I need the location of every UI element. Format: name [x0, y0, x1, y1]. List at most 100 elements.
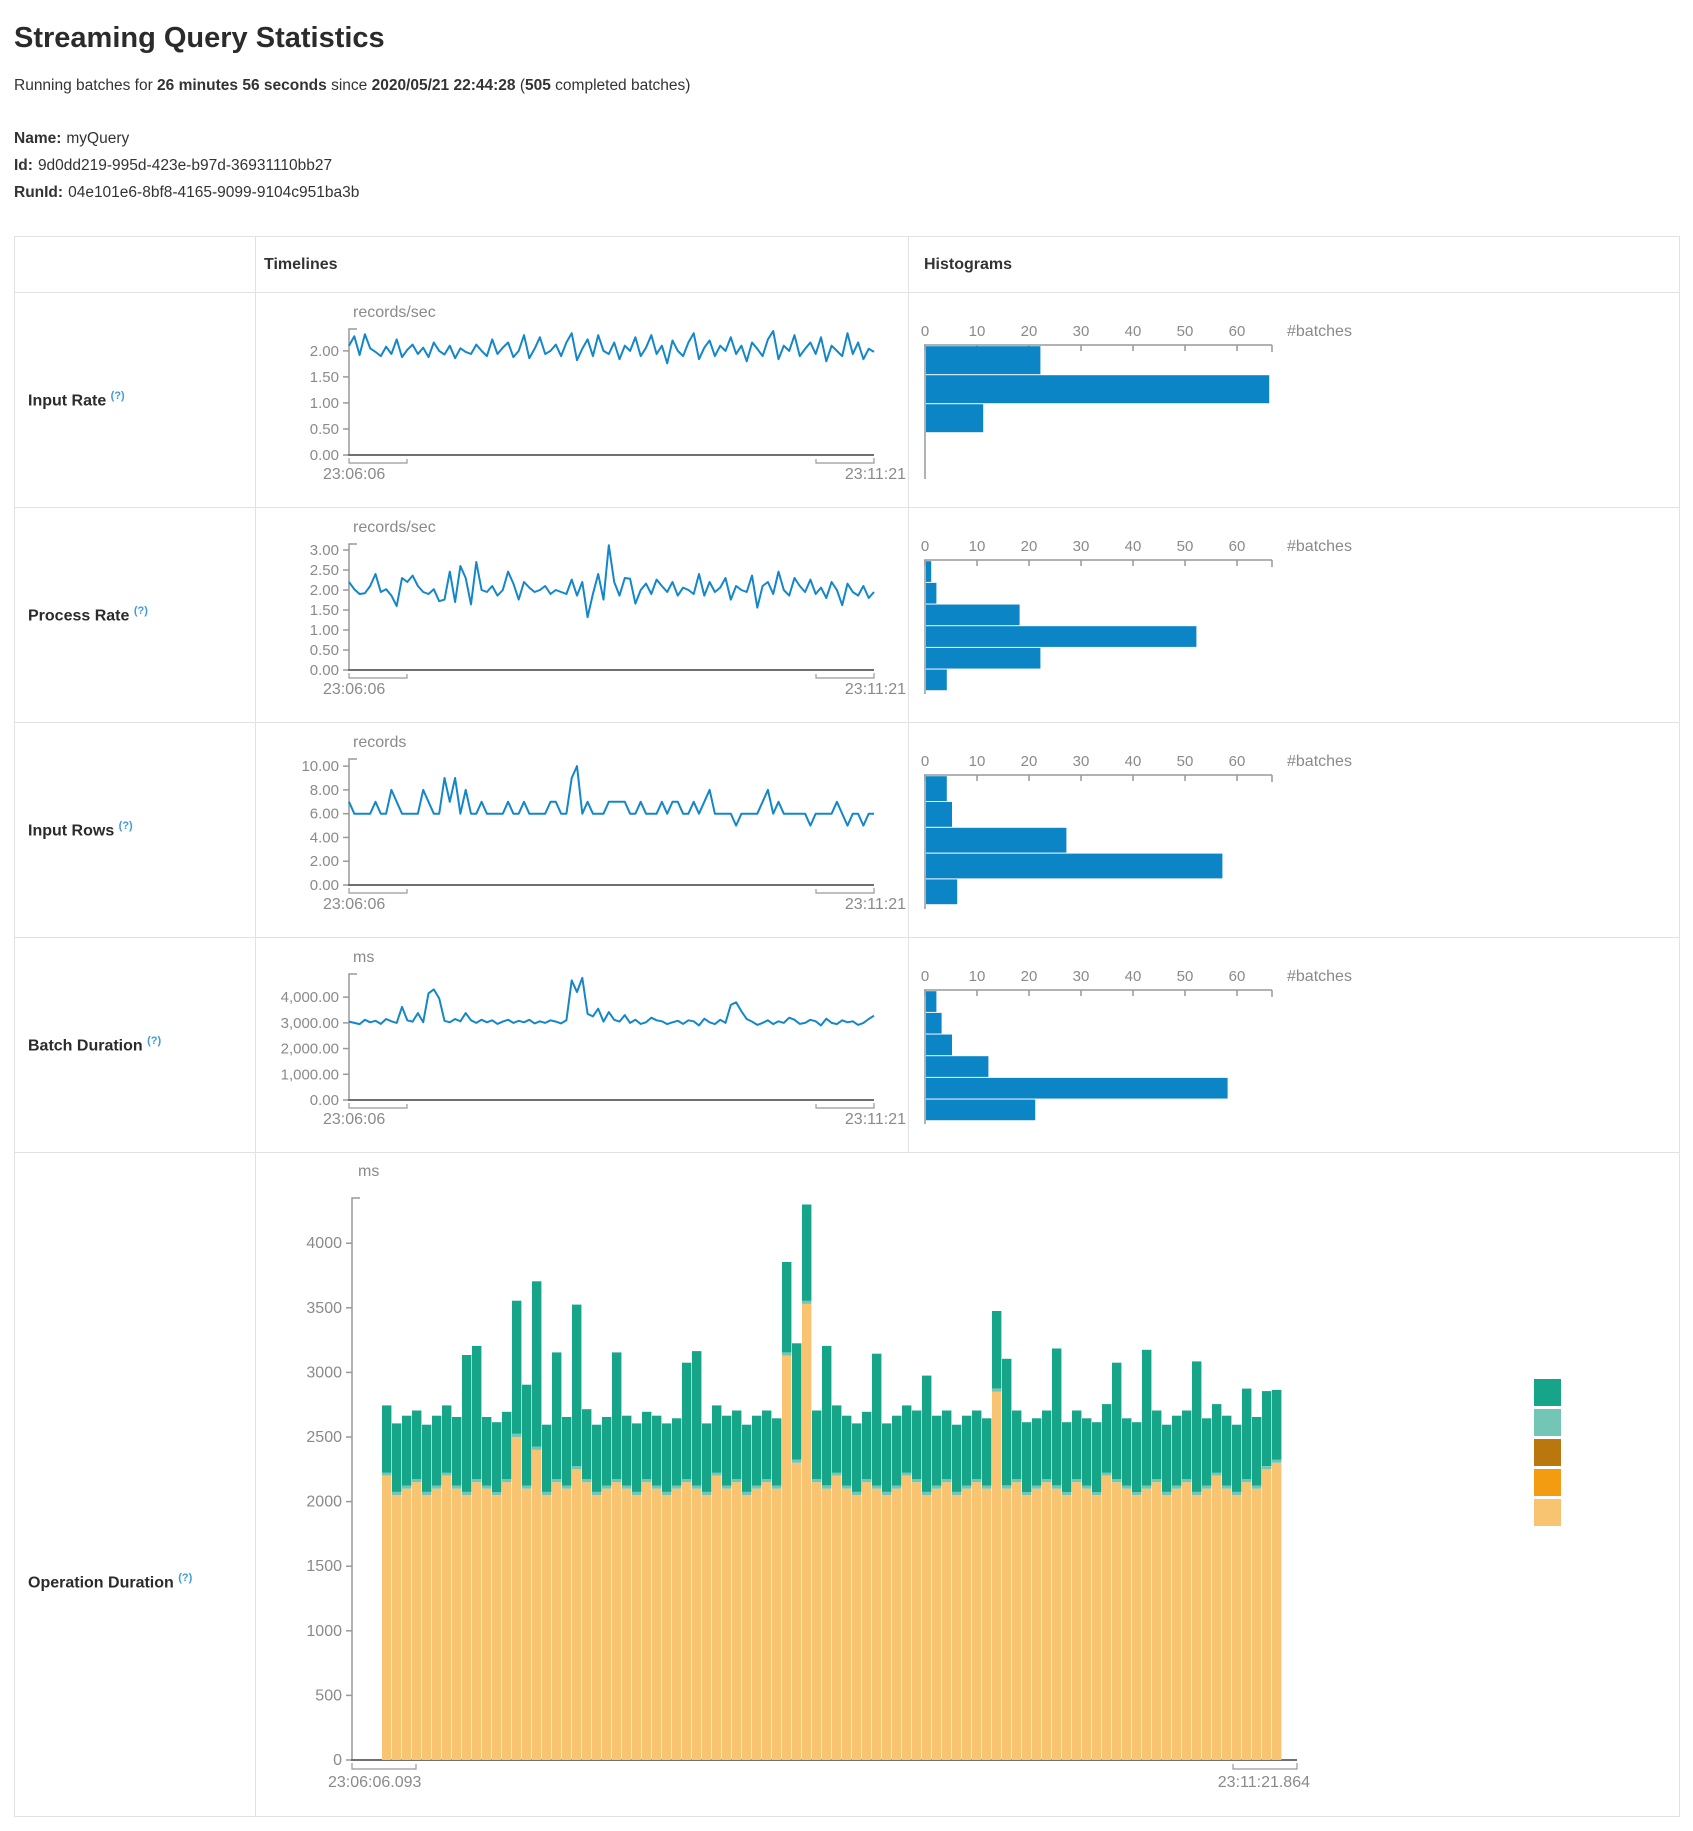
- id-label: Id:: [14, 157, 33, 174]
- input-rows-histogram-cell: 0 10 20 30 40 50 60 #batches: [908, 722, 1680, 938]
- svg-text:1500: 1500: [306, 1558, 342, 1575]
- runid-value: 04e101e6-8bf8-4165-9099-9104c951ba3b: [68, 184, 360, 201]
- svg-text:20: 20: [1021, 538, 1038, 555]
- operation-duration-stacked-chart: ms 4000 3500 3000 2500 2000 1500 1000 500 0 23:06:…: [306, 1163, 1561, 1791]
- svg-text:0: 0: [921, 968, 929, 985]
- svg-text:60: 60: [1229, 538, 1246, 555]
- svg-text:0.00: 0.00: [310, 1092, 339, 1109]
- svg-text:0.50: 0.50: [310, 421, 339, 438]
- svg-text:23:11:21.864: 23:11:21.864: [1218, 1774, 1310, 1791]
- query-id-line: Id: 9d0dd219-995d-423e-b97d-36931110bb27: [14, 152, 1679, 179]
- svg-text:10: 10: [969, 323, 986, 340]
- svg-text:2,000.00: 2,000.00: [281, 1041, 339, 1058]
- svg-text:1000: 1000: [306, 1623, 342, 1640]
- svg-text:8.00: 8.00: [310, 782, 339, 799]
- help-icon[interactable]: (?): [133, 604, 148, 617]
- svg-text:1.00: 1.00: [310, 395, 339, 412]
- input-rows-histogram-chart: 0 10 20 30 40 50 60 #batches: [921, 753, 1352, 909]
- query-metadata: Name: myQuery Id: 9d0dd219-995d-423e-b97d-…: [14, 125, 1679, 206]
- summary-paren: (: [515, 77, 525, 94]
- svg-text:23:06:06: 23:06:06: [323, 681, 385, 698]
- svg-text:23:06:06: 23:06:06: [323, 1111, 385, 1128]
- svg-text:40: 40: [1125, 968, 1142, 985]
- timelines-header: Timelines: [255, 236, 909, 293]
- process-rate-histogram-cell: 0 10 20 30 40 50 60 #batches: [908, 507, 1680, 723]
- page-title: Streaming Query Statistics: [14, 22, 385, 54]
- svg-text:40: 40: [1125, 753, 1142, 770]
- statistics-table: Timelines Histograms Input Rate (?) reco…: [14, 236, 1680, 1817]
- svg-text:4000: 4000: [306, 1235, 342, 1252]
- help-icon[interactable]: (?): [147, 1034, 162, 1047]
- svg-text:2000: 2000: [306, 1494, 342, 1511]
- input-rate-timeline-chart: records/sec 2.00 1.50 1.00 0.50 0.00 23:06:06 2…: [310, 304, 906, 483]
- svg-text:3,000.00: 3,000.00: [281, 1015, 339, 1032]
- svg-text:10: 10: [969, 753, 986, 770]
- input-rate-label-cell: Input Rate (?): [14, 292, 256, 508]
- row-batch-duration: Batch Duration (?) ms 4,000.00 3,000.00 2,0…: [14, 937, 1680, 1153]
- help-icon[interactable]: (?): [178, 1571, 193, 1584]
- help-icon[interactable]: (?): [118, 819, 133, 832]
- svg-text:1.50: 1.50: [310, 602, 339, 619]
- svg-text:10: 10: [969, 538, 986, 555]
- process-rate-timeline-cell: records/sec 3.00 2.50 2.00 1.50 1.00 0.50 0.00 2…: [255, 507, 909, 723]
- row-input-rows: Input Rows (?) records 10.00 8.00 6.00 4.00 2…: [14, 722, 1680, 938]
- input-rows-label-cell: Input Rows (?): [14, 722, 256, 938]
- batch-duration-timeline-cell: ms 4,000.00 3,000.00 2,000.00 1,000.00 0.00 23…: [255, 937, 909, 1153]
- svg-text:20: 20: [1021, 753, 1038, 770]
- svg-text:records/sec: records/sec: [353, 304, 436, 321]
- process-rate-timeline-chart: records/sec 3.00 2.50 2.00 1.50 1.00 0.50 0.00 2…: [310, 519, 906, 698]
- histograms-header: Histograms: [908, 236, 1680, 293]
- operation-duration-chart-cell: ms 4000 3500 3000 2500 2000 1500 1000 500 0 23:06:…: [255, 1152, 1680, 1817]
- svg-text:60: 60: [1229, 753, 1246, 770]
- svg-text:0.00: 0.00: [310, 877, 339, 894]
- svg-text:50: 50: [1177, 753, 1194, 770]
- start-timestamp: 2020/05/21 22:44:28: [371, 77, 516, 94]
- svg-text:records: records: [353, 734, 406, 751]
- svg-text:20: 20: [1021, 323, 1038, 340]
- completed-batches-count: 505: [524, 77, 551, 94]
- svg-text:4,000.00: 4,000.00: [281, 989, 339, 1006]
- svg-text:3.00: 3.00: [310, 542, 339, 559]
- input-rate-timeline-cell: records/sec 2.00 1.50 1.00 0.50 0.00 23:06:06 2…: [255, 292, 909, 508]
- svg-text:#batches: #batches: [1287, 538, 1352, 555]
- svg-text:23:06:06.093: 23:06:06.093: [328, 1774, 422, 1791]
- row-process-rate: Process Rate (?) records/sec 3.00 2.50 2.00…: [14, 507, 1680, 723]
- row-label: Input Rate: [28, 392, 107, 410]
- svg-text:0: 0: [921, 538, 929, 555]
- legend-swatch-4: [1534, 1499, 1561, 1526]
- svg-text:2.50: 2.50: [310, 562, 339, 579]
- svg-text:2500: 2500: [306, 1429, 342, 1446]
- svg-text:6.00: 6.00: [310, 806, 339, 823]
- svg-text:records/sec: records/sec: [353, 519, 436, 536]
- input-rate-histogram-chart: 0 10 20 30 40 50 60 #batches: [921, 323, 1352, 479]
- svg-text:23:11:21: 23:11:21: [845, 466, 906, 483]
- svg-text:0.50: 0.50: [310, 642, 339, 659]
- header-empty-cell: [14, 236, 256, 293]
- svg-text:500: 500: [315, 1687, 342, 1704]
- svg-text:3500: 3500: [306, 1300, 342, 1317]
- svg-text:2.00: 2.00: [310, 853, 339, 870]
- svg-text:1.50: 1.50: [310, 369, 339, 386]
- help-icon[interactable]: (?): [110, 389, 125, 402]
- svg-text:2.00: 2.00: [310, 582, 339, 599]
- row-label: Process Rate: [28, 607, 130, 625]
- svg-text:60: 60: [1229, 323, 1246, 340]
- legend-swatch-0: [1534, 1379, 1561, 1406]
- svg-text:50: 50: [1177, 323, 1194, 340]
- table-header-row: Timelines Histograms: [14, 236, 1680, 293]
- batch-duration-histogram-chart: 0 10 20 30 40 50 60 #batches: [921, 968, 1352, 1124]
- operation-duration-label-cell: Operation Duration (?): [14, 1152, 256, 1817]
- svg-text:0: 0: [921, 753, 929, 770]
- svg-text:60: 60: [1229, 968, 1246, 985]
- row-operation-duration: Operation Duration (?) ms 4000 3500 3000 250…: [14, 1152, 1680, 1817]
- batch-duration-timeline-chart: ms 4,000.00 3,000.00 2,000.00 1,000.00 0.00 23…: [281, 949, 906, 1128]
- summary-suffix: completed batches): [550, 77, 691, 94]
- svg-text:0: 0: [921, 323, 929, 340]
- input-rows-timeline-chart: records 10.00 8.00 6.00 4.00 2.00 0.00 23:06:06…: [301, 734, 906, 913]
- svg-text:#batches: #batches: [1287, 323, 1352, 340]
- runid-label: RunId:: [14, 184, 64, 201]
- svg-text:20: 20: [1021, 968, 1038, 985]
- row-label: Batch Duration: [28, 1037, 143, 1055]
- summary-prefix: Running batches for: [14, 77, 158, 94]
